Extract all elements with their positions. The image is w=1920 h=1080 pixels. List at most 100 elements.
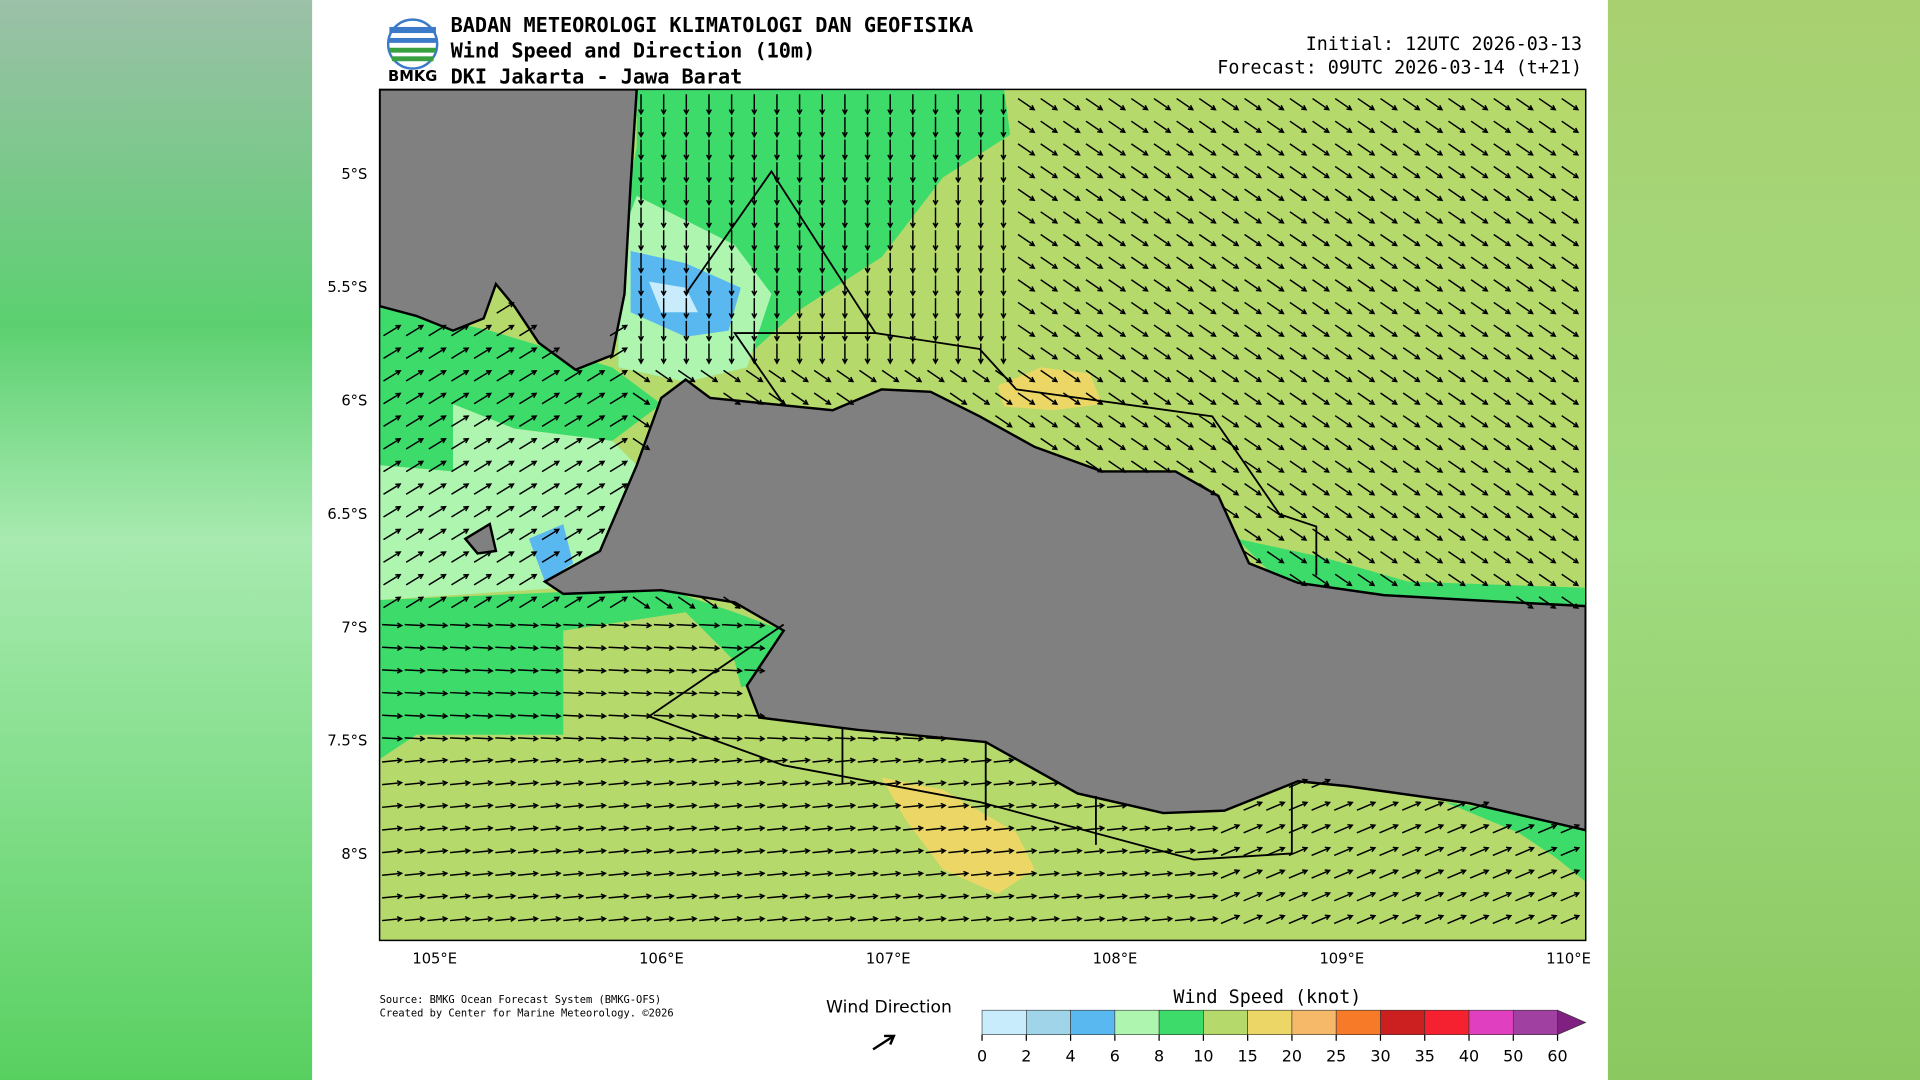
wind-arrow [836,369,855,383]
wind-arrow [1040,97,1059,111]
wind-arrow [1561,279,1580,292]
wind-arrow [1198,279,1217,292]
wind-arrow [1538,301,1557,315]
wind-arrow [880,757,902,764]
wind-arrow [1244,279,1262,292]
wind-arrow [1085,301,1104,315]
wind-arrow [1493,505,1512,519]
wind-arrow [383,392,402,405]
wind-arrow [932,343,939,365]
wind-arrow [880,916,902,922]
wind-arrow [473,437,493,450]
wind-arrow [972,392,991,405]
wind-arrow [540,916,562,922]
wind-arrow [993,848,1015,855]
wind-arrow [1357,233,1376,247]
wind-arrow [841,298,848,320]
wind-arrow [638,139,645,161]
wind-arrow [909,184,916,207]
wind-arrow [1016,825,1038,832]
wind-arrow [1130,437,1149,451]
wind-arrow [428,369,447,382]
wind-arrow [383,573,402,586]
wind-arrow [1538,324,1557,338]
wind-arrow [700,596,719,609]
wind-arrow [1379,914,1400,925]
lon-label: 107°E [866,951,911,968]
wind-arrow [880,848,902,855]
wind-arrow [496,347,515,360]
wind-arrow [1312,483,1330,496]
wind-arrow [1062,143,1081,156]
wind-arrow [1130,369,1149,383]
wind-arrow [1085,211,1104,224]
wind-arrow [1266,505,1285,519]
colorbar-label: 10 [1193,1047,1213,1066]
wind-arrow [405,324,425,337]
wind-arrow [1153,211,1172,224]
wind-arrow [925,802,947,809]
wind-arrow [638,320,645,342]
wind-arrow [812,735,834,742]
wind-arrow [880,893,902,900]
wind-arrow [1538,551,1557,564]
wind-arrow [1515,301,1534,315]
wind-arrow [1561,143,1580,156]
wind-arrow [1312,369,1330,383]
wind-arrow [1244,528,1262,541]
wind-arrow [1515,460,1534,473]
wind-arrow [1153,143,1172,156]
wind-arrow [1040,301,1059,315]
wind-arrow [1515,279,1534,292]
wind-arrow [1537,823,1558,834]
wind-arrow [608,870,630,877]
wind-arrow [841,184,848,207]
wind-arrow [1469,891,1490,902]
wind-arrow [1379,869,1400,879]
wind-arrow [887,162,894,184]
wind-arrow [585,622,608,629]
wind-arrow [660,94,667,116]
wind-arrow [631,893,653,900]
wind-arrow [1357,97,1376,111]
wind-arrow [977,298,984,320]
wind-arrow [405,415,425,427]
wind-arrow [1380,324,1398,338]
wind-arrow [925,757,947,764]
wind-arrow [1176,347,1195,360]
wind-arrow [1289,437,1308,451]
wind-arrow [1469,869,1490,879]
wind-arrow [1334,483,1353,496]
wind-arrow [812,916,834,922]
wind-arrow [1448,369,1466,383]
wind-arrow [660,230,667,252]
wind-arrow [473,369,493,382]
wind-arrow [1130,97,1149,111]
wind-arrow [1288,846,1309,857]
wind-arrow [1493,483,1512,496]
wind-arrow [1040,211,1059,224]
wind-arrow [1561,392,1580,405]
wind-arrow [1289,165,1308,179]
wind-arrow [927,369,945,383]
wind-arrow [1312,256,1330,270]
wind-arrow [1312,573,1330,587]
wind-arrow [540,848,562,855]
wind-arrow [496,460,515,473]
wind-arrow [1017,392,1036,405]
wind-arrow [608,622,630,629]
wind-arrow [449,622,472,629]
wind-arrow [857,916,879,922]
wind-arrow [1380,165,1398,179]
wind-arrow [1357,143,1376,156]
wind-arrow [1470,460,1489,473]
wind-arrow [472,735,494,742]
wind-arrow [880,825,902,832]
wind-arrow [1289,460,1308,473]
wind-arrow [427,780,449,787]
wind-arrow [1424,914,1445,925]
wind-arrow [1017,369,1036,383]
wind-arrow [1265,869,1286,879]
wind-arrow [1448,551,1466,564]
wind-arrow [1198,347,1217,360]
